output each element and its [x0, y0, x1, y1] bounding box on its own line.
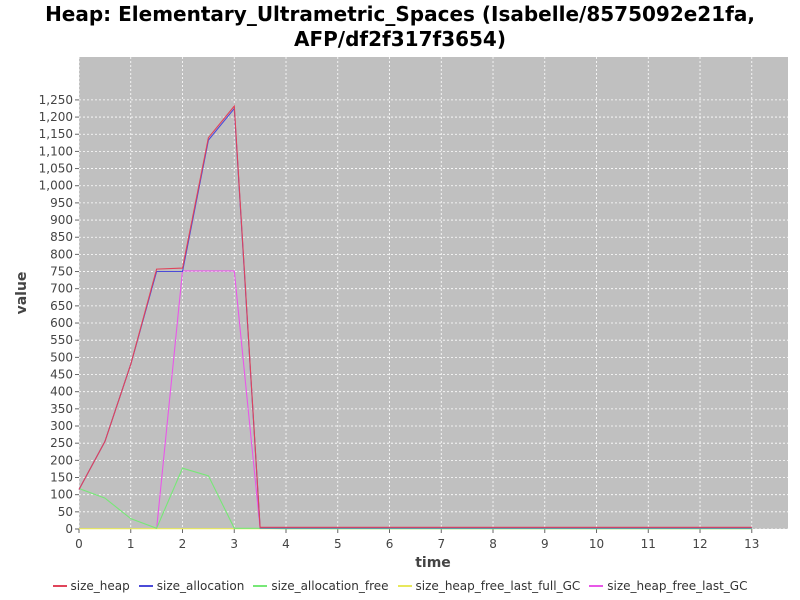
y-tick-label: 450 — [50, 368, 73, 382]
x-tick-label: 10 — [589, 537, 604, 551]
y-tick-label: 500 — [50, 350, 73, 364]
legend-label: size_heap_free_last_full_GC — [415, 579, 581, 593]
x-tick-label: 12 — [692, 537, 707, 551]
legend-swatch — [52, 585, 67, 587]
y-tick-label: 150 — [50, 471, 73, 485]
legend-swatch — [253, 585, 268, 587]
x-tick-label: 11 — [641, 537, 656, 551]
y-tick-label: 250 — [50, 436, 73, 450]
y-tick-label: 1,100 — [39, 144, 73, 158]
y-tick-label: 1,150 — [39, 127, 73, 141]
legend-item: size_heap_free_last_full_GC — [397, 579, 581, 593]
legend-item: size_heap_free_last_GC — [589, 579, 747, 593]
x-tick-label: 3 — [230, 537, 238, 551]
y-tick-label: 850 — [50, 230, 73, 244]
y-tick-label: 750 — [50, 265, 73, 279]
x-tick-label: 13 — [744, 537, 759, 551]
x-axis-label: time — [415, 555, 451, 571]
y-tick-label: 1,000 — [39, 179, 73, 193]
x-tick-label: 6 — [386, 537, 394, 551]
y-tick-label: 50 — [58, 505, 73, 519]
y-tick-label: 300 — [50, 419, 73, 433]
legend-swatch — [138, 585, 153, 587]
plot-area — [79, 57, 788, 529]
chart-title: Heap: Elementary_Ultrametric_Spaces (Isa… — [45, 2, 755, 51]
x-tick-label: 4 — [282, 537, 290, 551]
legend-item: size_heap — [52, 579, 130, 593]
series-line-size-allocation-free — [78, 467, 752, 530]
legend-item: size_allocation_free — [253, 579, 389, 593]
x-tick-label: 0 — [75, 537, 83, 551]
x-tick-label: 1 — [127, 537, 135, 551]
x-tick-label: 7 — [437, 537, 445, 551]
legend-label: size_allocation_free — [271, 579, 389, 593]
legend-swatch — [589, 585, 604, 587]
y-tick-label: 950 — [50, 196, 73, 210]
y-tick-label: 550 — [50, 333, 73, 347]
x-tick-label: 8 — [489, 537, 497, 551]
legend-item: size_allocation — [138, 579, 245, 593]
y-tick-label: 800 — [50, 247, 73, 261]
y-tick-label: 700 — [50, 282, 73, 296]
y-tick-label: 100 — [50, 488, 73, 502]
legend: size_heap size_allocation size_allocation_… — [0, 579, 800, 593]
x-tick-label: 5 — [334, 537, 342, 551]
series-line-size-heap — [78, 104, 752, 528]
y-tick-label: 1,200 — [39, 110, 73, 124]
y-tick-label: 200 — [50, 453, 73, 467]
y-tick-label: 0 — [65, 522, 73, 536]
series-line-size-allocation — [78, 107, 752, 529]
legend-label: size_allocation — [156, 579, 245, 593]
y-tick-label: 1,250 — [39, 93, 73, 107]
y-axis-label: value — [14, 272, 30, 315]
y-tick-label: 600 — [50, 316, 73, 330]
y-tick-label: 400 — [50, 385, 73, 399]
x-tick-label: 2 — [179, 537, 187, 551]
legend-label: size_heap — [70, 579, 130, 593]
y-tick-label: 1,050 — [39, 162, 73, 176]
y-tick-label: 650 — [50, 299, 73, 313]
legend-swatch — [397, 585, 412, 587]
y-tick-label: 350 — [50, 402, 73, 416]
x-tick-label: 9 — [541, 537, 549, 551]
y-tick-label: 900 — [50, 213, 73, 227]
legend-label: size_heap_free_last_GC — [607, 579, 748, 593]
